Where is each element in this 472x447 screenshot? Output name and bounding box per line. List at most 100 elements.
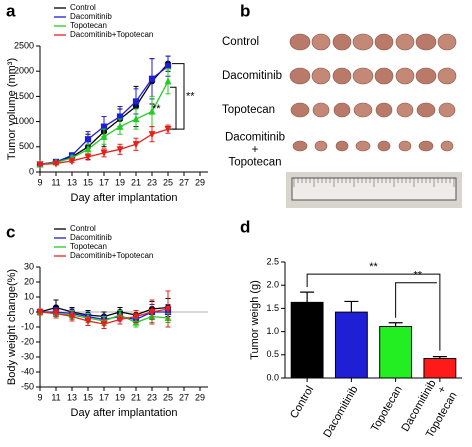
significance: ** [369, 261, 378, 273]
point [164, 126, 172, 134]
tumor [418, 140, 434, 152]
y-tick-label: 2.5 [266, 256, 279, 266]
tumor [375, 102, 393, 118]
tumor [374, 67, 394, 85]
x-tick-label: Dacomitinib+Topotecan [399, 378, 459, 446]
point [68, 313, 76, 321]
tumor [395, 33, 415, 51]
bar [334, 311, 368, 379]
point [116, 122, 124, 130]
x-tick-label: 23 [147, 392, 157, 402]
point [132, 114, 140, 123]
tumor [374, 33, 394, 51]
point [164, 76, 172, 85]
y-tick-label: 0.0 [266, 372, 279, 382]
bar [290, 301, 324, 379]
tumor [355, 140, 371, 152]
y-tick-label: 10 [24, 291, 34, 301]
tumor [290, 102, 310, 118]
point [116, 146, 124, 154]
tumor [311, 67, 331, 85]
x-tick-label: 13 [67, 392, 77, 402]
point [84, 153, 92, 162]
bracket [306, 273, 441, 351]
tumor [333, 102, 351, 118]
row-label: Dacomitinib [222, 70, 282, 82]
panel-label: c [6, 222, 15, 241]
y-tick-label: 20 [24, 276, 34, 286]
point [132, 313, 140, 321]
significance: ** [186, 90, 195, 102]
y-tick-label: 500 [19, 141, 34, 151]
x-tick-label: 15 [83, 177, 93, 187]
bar [423, 358, 457, 379]
tumor-photo [286, 33, 462, 208]
point [148, 308, 156, 317]
y-tick-label: 1.0 [266, 326, 279, 336]
x-tick-label: 15 [83, 392, 93, 402]
tumor [437, 33, 457, 51]
legend-label: Control [70, 3, 96, 12]
tumor [289, 67, 311, 85]
x-tick-label: 29 [195, 392, 205, 402]
tumor [289, 33, 311, 51]
y-tick-label: 1500 [14, 91, 34, 101]
x-tick-label: 21 [131, 177, 141, 187]
point [148, 107, 156, 115]
y-axis-label: Tumor volume (mm³) [6, 58, 18, 160]
bar [379, 325, 413, 379]
tumor [352, 67, 374, 85]
x-tick-label: 19 [115, 177, 125, 187]
y-tick-label: -20 [21, 336, 34, 346]
tumor [292, 140, 308, 152]
legend-label: Topotecan [70, 242, 107, 251]
y-tick-label: -50 [21, 381, 34, 391]
row-label: Topotecan [222, 104, 275, 116]
x-tick-label: 17 [99, 177, 109, 187]
point [52, 160, 60, 168]
tumor [312, 102, 330, 118]
error-bar [300, 291, 315, 303]
significance: ** [413, 270, 422, 282]
point [132, 141, 140, 149]
y-tick-label: 2.0 [266, 280, 279, 290]
bracket [170, 86, 177, 130]
point [84, 145, 92, 153]
row-label: Dacomitinib + Topotecan [225, 131, 285, 168]
tumor [395, 67, 415, 85]
point [100, 320, 108, 329]
y-tick-label: -40 [21, 366, 34, 376]
point [52, 310, 60, 318]
y-tick-label: 1.5 [266, 303, 279, 313]
point [164, 305, 172, 314]
x-axis-label: Day after implantation [71, 407, 178, 419]
point [148, 131, 156, 139]
row-label: Control [222, 36, 259, 48]
x-tick-label: 11 [51, 177, 60, 187]
y-axis-label: Body weight change(%) [6, 269, 18, 385]
panel-label: b [240, 1, 250, 20]
x-tick-label: 27 [179, 392, 189, 402]
point [164, 63, 172, 70]
point [84, 317, 92, 326]
point [100, 149, 108, 158]
legend-label: Dacomitinib [70, 12, 112, 21]
tumor [416, 102, 436, 118]
error-bar [432, 356, 447, 359]
bracket [172, 63, 185, 130]
tumor [438, 102, 456, 118]
tumor [332, 67, 352, 85]
y-axis-label: Tumor weigh (g) [249, 280, 261, 360]
tumor [352, 33, 374, 51]
x-tick-label: 29 [195, 177, 205, 187]
y-tick-label: 0.5 [266, 349, 279, 359]
legend-label: Dacomitinib+Topotecan [70, 251, 153, 260]
tumor [332, 33, 352, 51]
x-tick-label: 11 [51, 392, 60, 402]
x-tick-label: 25 [163, 392, 173, 402]
point [132, 98, 140, 105]
tumor [377, 140, 391, 152]
error-bar [388, 322, 403, 327]
x-tick-label: 13 [67, 177, 77, 187]
